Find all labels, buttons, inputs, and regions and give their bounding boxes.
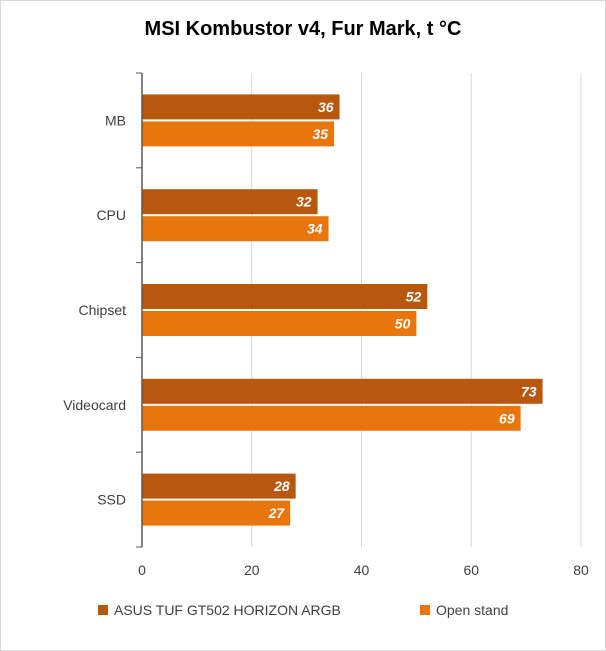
bar-cpu-series-2 xyxy=(142,216,329,242)
bar-chipset-series-2 xyxy=(142,311,417,336)
data-label-ssd-series-1: 28 xyxy=(273,478,290,494)
bar-cpu-series-1 xyxy=(142,189,318,215)
category-label-cpu: CPU xyxy=(96,207,126,223)
x-tick-label-80: 80 xyxy=(573,562,589,578)
data-label-chipset-series-1: 52 xyxy=(406,289,422,305)
x-tick-label-20: 20 xyxy=(244,562,260,578)
x-tick-label-40: 40 xyxy=(354,562,370,578)
data-label-cpu-series-1: 32 xyxy=(296,194,312,210)
legend: ASUS TUF GT502 HORIZON ARGB Open stand xyxy=(98,602,508,618)
bar-mb-series-2 xyxy=(142,121,335,147)
data-label-ssd-series-2: 27 xyxy=(268,505,286,521)
bar-mb-series-1 xyxy=(142,94,340,120)
bar-videocard-series-1 xyxy=(142,378,543,404)
bar-ssd-series-1 xyxy=(142,473,296,499)
x-tick-label-60: 60 xyxy=(463,562,479,578)
category-label-videocard: Videocard xyxy=(63,397,126,413)
legend-label-1: ASUS TUF GT502 HORIZON ARGB xyxy=(114,602,341,618)
data-label-videocard-series-2: 69 xyxy=(499,410,515,426)
data-label-mb-series-2: 35 xyxy=(312,126,328,142)
data-label-cpu-series-2: 34 xyxy=(307,221,323,237)
bar-videocard-series-2 xyxy=(142,405,521,431)
category-label-mb: MB xyxy=(105,112,126,128)
data-label-chipset-series-2: 50 xyxy=(395,316,411,332)
chart-title: MSI Kombustor v4, Fur Mark, t °C xyxy=(145,18,462,40)
x-tick-label-0: 0 xyxy=(138,562,146,578)
bar-ssd-series-2 xyxy=(142,500,291,526)
data-label-mb-series-1: 36 xyxy=(318,99,334,115)
legend-swatch-2 xyxy=(420,605,430,615)
legend-swatch-1 xyxy=(98,605,108,615)
category-label-ssd: SSD xyxy=(97,492,126,508)
legend-label-2: Open stand xyxy=(436,602,508,618)
data-label-videocard-series-1: 73 xyxy=(521,383,537,399)
bar-chipset-series-1 xyxy=(142,284,428,309)
category-label-chipset: Chipset xyxy=(79,302,127,318)
bars: 36 35 32 34 52 50 73 69 28 27 xyxy=(142,94,543,526)
gridlines xyxy=(251,73,582,547)
axes: 0 20 40 60 80 MB CPU Chipset Videocard SSD xyxy=(63,72,589,578)
